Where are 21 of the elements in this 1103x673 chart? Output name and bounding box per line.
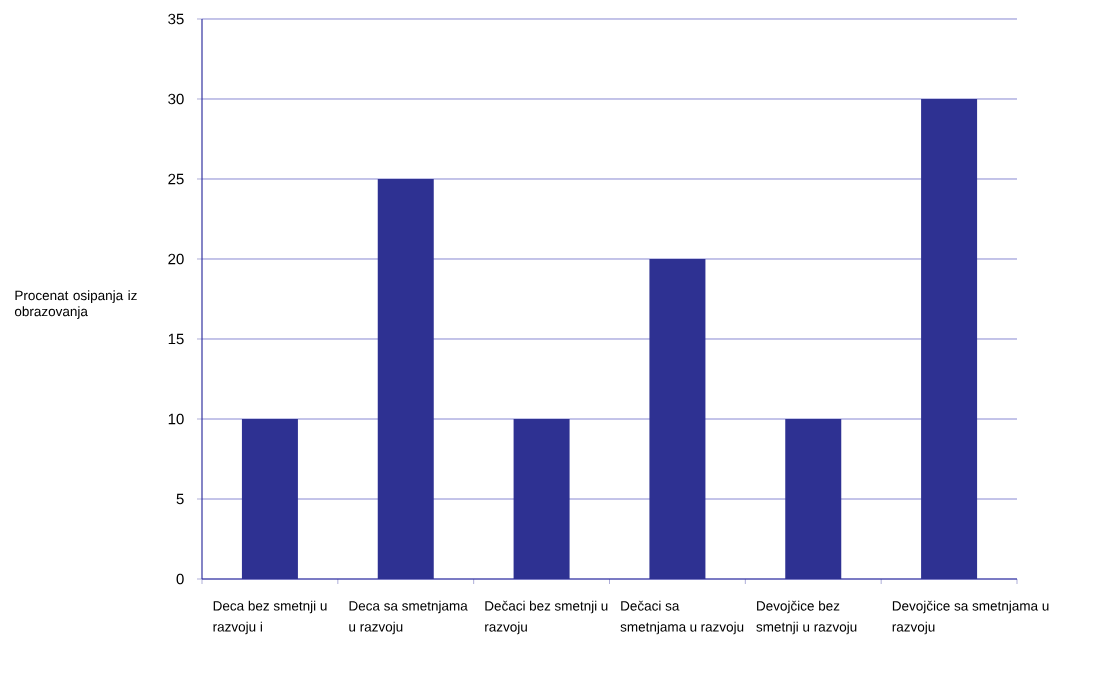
y-tick-label: 30 (168, 93, 184, 105)
bar (921, 99, 978, 579)
x-tick-label: Deca bez smetnji u razvoju i (213, 600, 327, 635)
y-tick-label: 35 (168, 13, 184, 25)
y-axis-title: Procenat osipanja iz obrazovanja (14, 290, 137, 319)
bar (513, 419, 570, 579)
bar (785, 419, 842, 579)
bar (649, 259, 706, 579)
y-tick-label: 25 (168, 173, 184, 185)
y-tick-label: 20 (168, 253, 184, 265)
x-tick-label: Dečaci bez smetnji u razvoju (485, 600, 608, 635)
y-tick-label: 10 (168, 413, 184, 425)
x-tick-label: Dečaci sa smetnjama u razvoju (620, 600, 744, 635)
bar (377, 179, 434, 579)
x-tick-label: Devojčice sa smetnjama u razvoju (892, 600, 1049, 635)
bar (241, 419, 298, 579)
y-tick-label: 15 (168, 333, 184, 345)
y-tick-label: 0 (176, 573, 184, 585)
x-tick-label: Deca sa smetnjama u razvoju (349, 600, 468, 635)
x-tick-label: Devojčice bez smetnji u razvoju (756, 600, 857, 635)
y-tick-label: 5 (176, 493, 184, 505)
